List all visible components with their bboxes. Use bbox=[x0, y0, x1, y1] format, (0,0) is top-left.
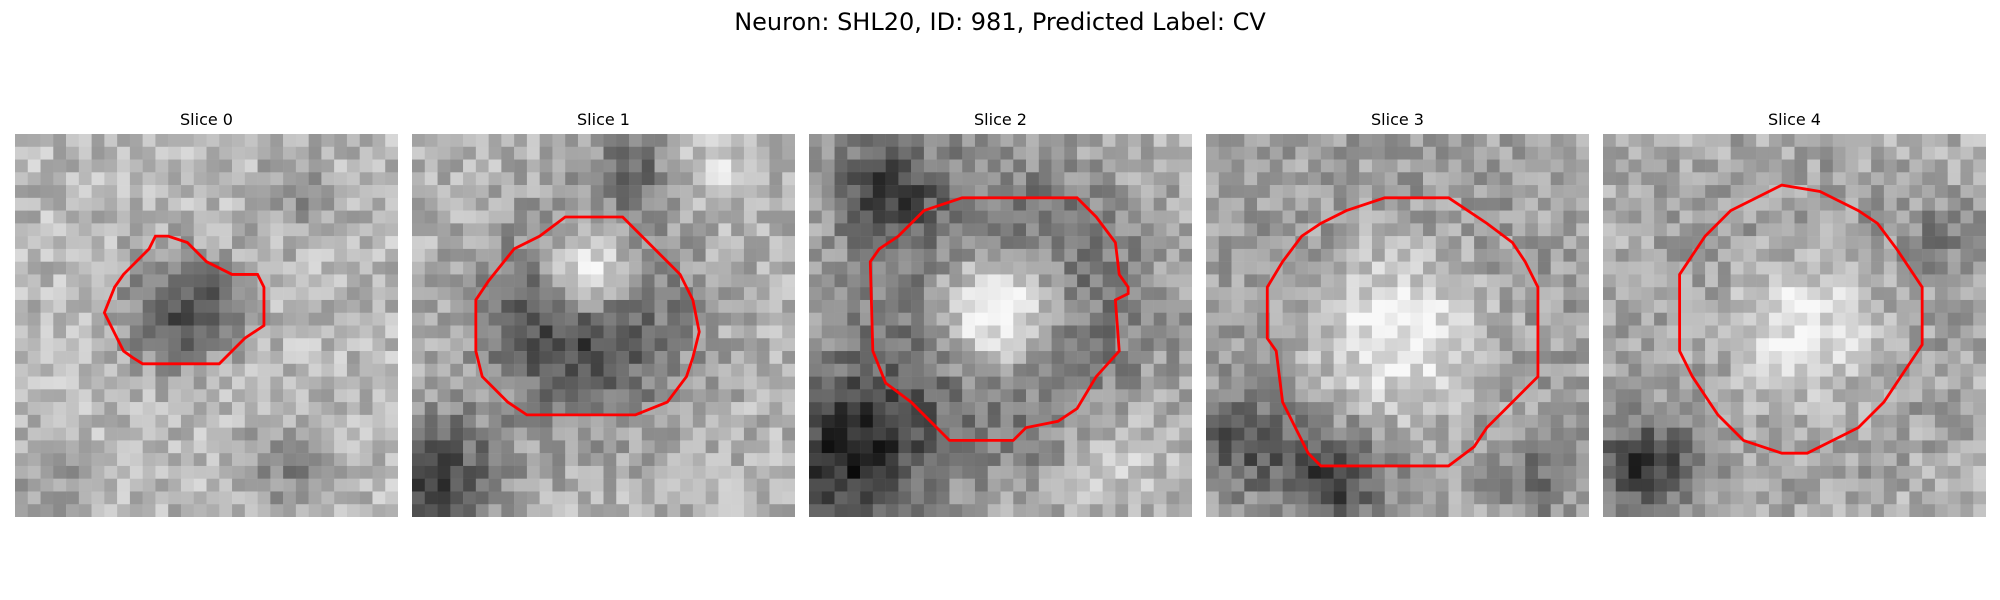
slice-title-0: Slice 0 bbox=[15, 110, 398, 130]
slice-image-4 bbox=[1603, 134, 1986, 517]
slice-title-1: Slice 1 bbox=[412, 110, 795, 130]
slice-image-3 bbox=[1206, 134, 1589, 517]
slice-image-0 bbox=[15, 134, 398, 517]
slice-title-3: Slice 3 bbox=[1206, 110, 1589, 130]
pixel-grid-2 bbox=[809, 134, 1192, 517]
slice-title-4: Slice 4 bbox=[1603, 110, 1986, 130]
figure-title: Neuron: SHL20, ID: 981, Predicted Label:… bbox=[0, 6, 2000, 38]
pixel-grid-3 bbox=[1206, 134, 1589, 517]
slice-title-2: Slice 2 bbox=[809, 110, 1192, 130]
pixel-grid-1 bbox=[412, 134, 795, 517]
slice-image-2 bbox=[809, 134, 1192, 517]
pixel-grid-4 bbox=[1603, 134, 1986, 517]
pixel-grid-0 bbox=[15, 134, 398, 517]
slice-image-1 bbox=[412, 134, 795, 517]
